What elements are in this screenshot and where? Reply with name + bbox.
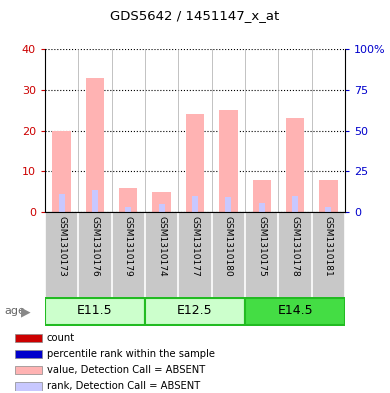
Bar [192,196,198,212]
Bar [58,194,64,212]
Bar [52,130,71,212]
Text: GSM1310174: GSM1310174 [157,217,166,277]
Bar [225,197,231,212]
Text: GDS5642 / 1451147_x_at: GDS5642 / 1451147_x_at [110,9,280,22]
Text: GSM1310175: GSM1310175 [257,217,266,277]
Text: ▶: ▶ [21,305,30,318]
Text: E12.5: E12.5 [177,304,213,318]
Bar [125,206,131,212]
Bar [15,382,42,391]
Text: GSM1310181: GSM1310181 [324,217,333,277]
Text: value, Detection Call = ABSENT: value, Detection Call = ABSENT [47,365,205,375]
Bar [326,208,332,212]
Text: E14.5: E14.5 [277,304,313,318]
Bar [186,114,204,212]
Text: age: age [4,307,25,316]
Text: GSM1310176: GSM1310176 [90,217,99,277]
Bar [86,78,104,212]
Bar [292,196,298,212]
Text: GSM1310179: GSM1310179 [124,217,133,277]
Text: GSM1310173: GSM1310173 [57,217,66,277]
Text: GSM1310180: GSM1310180 [224,217,233,277]
Bar [152,192,171,212]
Bar [219,110,238,212]
Text: count: count [47,333,75,343]
Bar [15,366,42,375]
Text: GSM1310177: GSM1310177 [190,217,200,277]
Bar [15,334,42,342]
Bar [159,204,165,212]
Bar [245,298,345,325]
Bar [92,190,98,212]
Bar [15,350,42,358]
Bar [253,180,271,212]
Bar [119,188,137,212]
Bar [319,180,338,212]
Bar [286,118,304,212]
Text: GSM1310178: GSM1310178 [291,217,300,277]
Bar [259,203,265,212]
Text: rank, Detection Call = ABSENT: rank, Detection Call = ABSENT [47,382,200,391]
Bar [145,298,245,325]
Text: percentile rank within the sample: percentile rank within the sample [47,349,215,359]
Bar [45,298,145,325]
Text: E11.5: E11.5 [77,304,113,318]
